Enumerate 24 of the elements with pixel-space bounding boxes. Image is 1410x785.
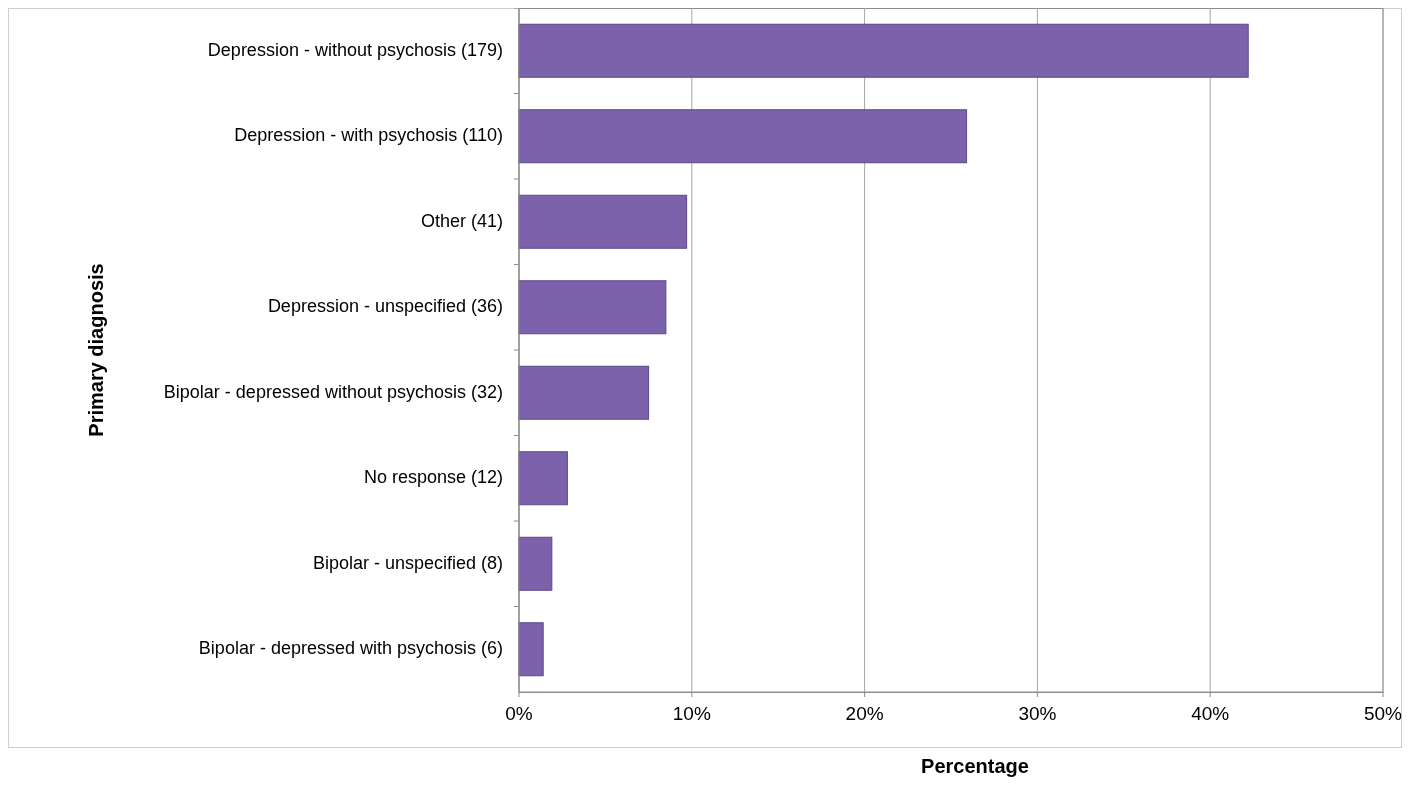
bar <box>518 622 544 677</box>
y-tick-label: Depression - unspecified (36) <box>267 296 503 316</box>
y-tick-label: Bipolar - depressed with psychosis (6) <box>198 638 503 658</box>
y-tick-label: Bipolar - unspecified (8) <box>312 552 503 573</box>
bar <box>518 280 667 335</box>
bar <box>518 451 568 506</box>
y-tick-label: No response (12) <box>363 467 503 487</box>
x-tick-label: 50% <box>1363 703 1403 724</box>
x-tick-label: 10% <box>672 703 711 724</box>
bar <box>518 23 1249 78</box>
y-axis-title: Primary diagnosis <box>84 263 107 437</box>
bar <box>518 109 968 164</box>
x-tick-label: 20% <box>845 703 884 724</box>
x-axis-title: Percentage <box>921 755 1029 777</box>
bar <box>518 536 553 591</box>
x-tick-label: 40% <box>1191 703 1230 724</box>
bar <box>518 194 688 249</box>
y-tick-label: Bipolar - depressed without psychosis (32) <box>163 381 503 402</box>
y-tick-label: Depression - with psychosis (110) <box>234 125 503 145</box>
y-tick-label: Other (41) <box>420 210 503 231</box>
y-tick-label: Depression - without psychosis (179) <box>207 39 503 60</box>
bar <box>518 365 650 420</box>
x-tick-label: 0% <box>505 703 533 724</box>
x-tick-label: 30% <box>1018 703 1057 724</box>
